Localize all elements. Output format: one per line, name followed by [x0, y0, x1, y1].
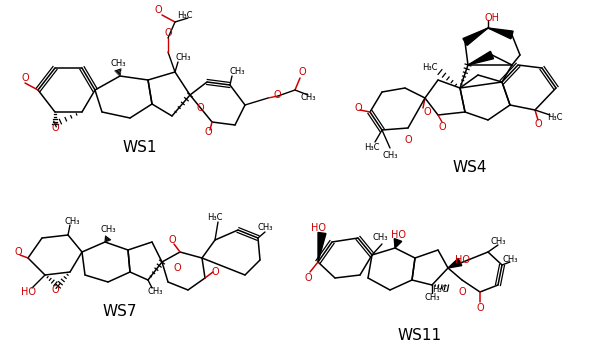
- Text: CH₃: CH₃: [490, 238, 506, 246]
- Text: O: O: [354, 103, 362, 113]
- Polygon shape: [318, 232, 326, 262]
- Text: HO: HO: [455, 255, 470, 265]
- Text: OH: OH: [485, 13, 499, 23]
- Polygon shape: [488, 28, 513, 39]
- Polygon shape: [394, 239, 402, 248]
- Text: WS4: WS4: [453, 161, 487, 176]
- Text: CH₃: CH₃: [64, 218, 80, 226]
- Text: CH₃: CH₃: [175, 54, 191, 63]
- Text: CH₃: CH₃: [229, 68, 245, 76]
- Text: H₃C: H₃C: [177, 12, 193, 20]
- Text: O: O: [196, 103, 204, 113]
- Text: H₃C: H₃C: [364, 144, 380, 152]
- Text: O: O: [14, 247, 22, 257]
- Text: O: O: [154, 5, 162, 15]
- Text: CH₃: CH₃: [110, 58, 126, 68]
- Polygon shape: [468, 51, 494, 65]
- Text: CH₃: CH₃: [147, 288, 163, 296]
- Text: CH₃: CH₃: [424, 294, 440, 302]
- Text: O: O: [211, 267, 219, 277]
- Text: H₃C: H₃C: [547, 113, 563, 122]
- Text: O: O: [534, 119, 542, 129]
- Text: O: O: [423, 107, 431, 117]
- Text: O: O: [438, 122, 446, 132]
- Text: O: O: [51, 123, 59, 133]
- Text: HO: HO: [311, 223, 325, 233]
- Text: O: O: [273, 90, 281, 100]
- Text: O: O: [51, 285, 59, 295]
- Text: O: O: [458, 287, 466, 297]
- Text: O: O: [164, 28, 172, 38]
- Text: O: O: [168, 235, 176, 245]
- Text: CH₃: CH₃: [100, 226, 116, 234]
- Text: WS1: WS1: [123, 140, 157, 156]
- Text: CH₃: CH₃: [502, 256, 518, 264]
- Text: CH₃: CH₃: [382, 151, 398, 159]
- Text: H₃C: H₃C: [432, 285, 448, 295]
- Text: H₃C: H₃C: [422, 63, 438, 73]
- Text: O: O: [304, 273, 312, 283]
- Text: O: O: [21, 73, 29, 83]
- Polygon shape: [448, 258, 462, 268]
- Text: HO: HO: [391, 230, 406, 240]
- Text: WS7: WS7: [103, 304, 137, 320]
- Text: H₃C: H₃C: [207, 214, 223, 222]
- Text: CH₃: CH₃: [372, 233, 388, 243]
- Text: O: O: [173, 263, 181, 273]
- Text: CH₃: CH₃: [257, 224, 273, 233]
- Text: O: O: [404, 135, 412, 145]
- Text: O: O: [298, 67, 306, 77]
- Text: WS11: WS11: [398, 327, 442, 342]
- Text: HO: HO: [20, 287, 35, 297]
- Polygon shape: [463, 28, 488, 45]
- Text: CH₃: CH₃: [300, 94, 316, 102]
- Text: O: O: [204, 127, 212, 137]
- Text: O: O: [476, 303, 484, 313]
